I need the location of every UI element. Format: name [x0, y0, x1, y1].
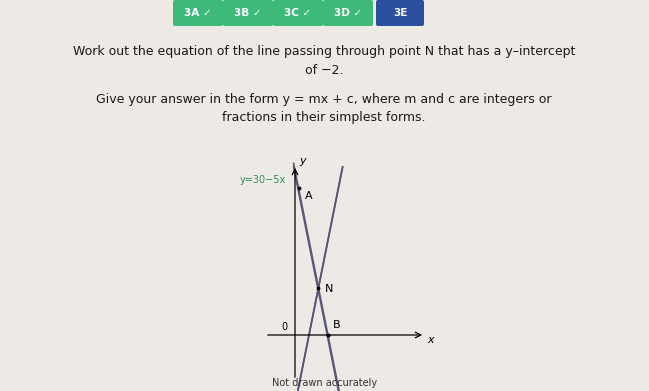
Text: 0: 0 — [281, 322, 287, 332]
Text: 3A ✓: 3A ✓ — [184, 8, 212, 18]
Text: y: y — [299, 156, 306, 166]
Text: Work out the equation of the line passing through point N that has a y–intercept: Work out the equation of the line passin… — [73, 45, 575, 59]
FancyBboxPatch shape — [323, 0, 373, 26]
FancyBboxPatch shape — [223, 0, 273, 26]
Text: 3D ✓: 3D ✓ — [334, 8, 362, 18]
Text: y=30−5x: y=30−5x — [240, 175, 286, 185]
Text: Give your answer in the form y = mx + c, where m and c are integers or: Give your answer in the form y = mx + c,… — [96, 93, 552, 106]
FancyBboxPatch shape — [173, 0, 223, 26]
Text: Not drawn accurately: Not drawn accurately — [273, 378, 378, 388]
FancyBboxPatch shape — [376, 0, 424, 26]
Text: 3C ✓: 3C ✓ — [284, 8, 312, 18]
Text: B: B — [333, 320, 341, 330]
Text: fractions in their simplest forms.: fractions in their simplest forms. — [222, 111, 426, 124]
Text: x: x — [427, 335, 434, 345]
Text: A: A — [304, 191, 312, 201]
Text: of −2.: of −2. — [305, 63, 343, 77]
FancyBboxPatch shape — [273, 0, 323, 26]
Text: 3E: 3E — [393, 8, 407, 18]
Text: 3B ✓: 3B ✓ — [234, 8, 262, 18]
Text: N: N — [324, 284, 333, 294]
